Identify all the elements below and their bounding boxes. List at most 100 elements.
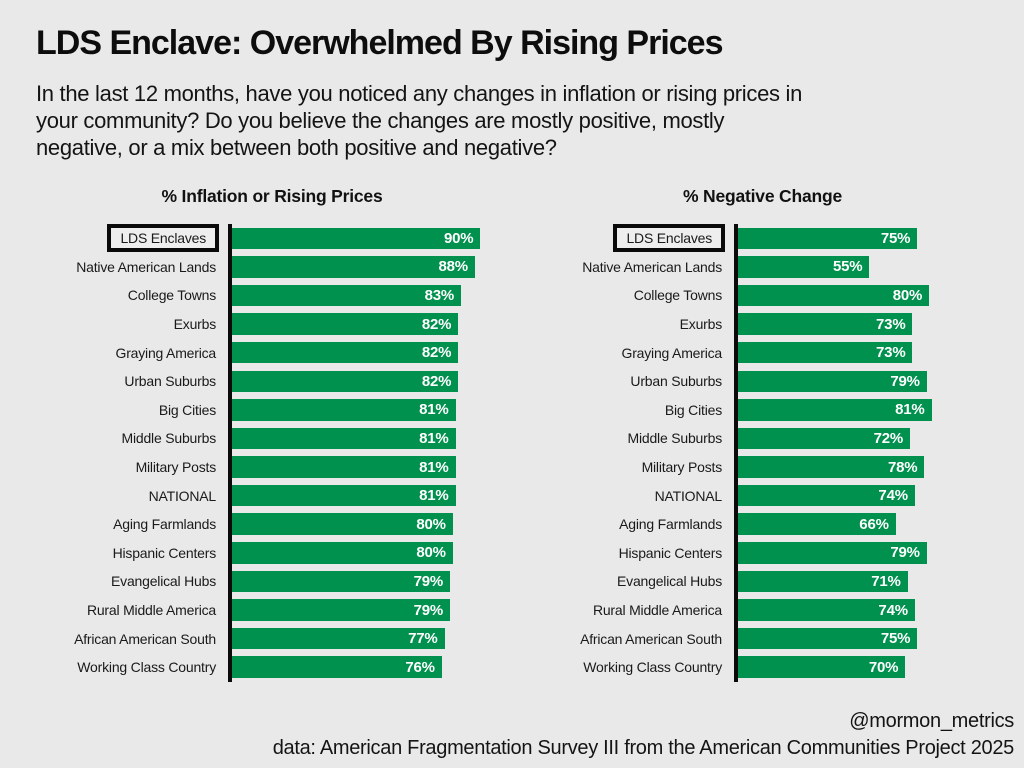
bar: 81%	[232, 399, 456, 421]
bar-value-label: 82%	[421, 372, 452, 390]
bar-row: 78%	[738, 453, 977, 482]
bar-value-label: 82%	[421, 344, 452, 362]
chart-inflation: % Inflation or Rising Prices LDS Enclave…	[36, 186, 508, 682]
bar-row: 81%	[232, 424, 508, 453]
label-row: Exurbs	[548, 310, 734, 339]
category-label: African American South	[74, 630, 216, 647]
bar: 74%	[738, 484, 915, 507]
label-row: Rural Middle America	[548, 596, 734, 625]
label-row: Aging Farmlands	[36, 510, 228, 539]
bar-row: 83%	[232, 281, 508, 310]
bar-row: 79%	[738, 367, 977, 396]
label-row: Graying America	[548, 338, 734, 367]
survey-question-line: negative, or a mix between both positive…	[36, 135, 557, 160]
category-label: Middle Suburbs	[627, 430, 723, 447]
label-row: Military Posts	[548, 453, 734, 482]
label-row: Middle Suburbs	[36, 424, 228, 453]
bar: 81%	[232, 456, 456, 478]
category-label: Hispanic Centers	[618, 544, 723, 561]
bar-row: 81%	[232, 481, 508, 510]
bar-row: 72%	[738, 424, 977, 453]
category-label: College Towns	[633, 287, 722, 304]
bar-row: 74%	[738, 596, 977, 625]
bar-row: 73%	[738, 338, 977, 367]
bar: 79%	[232, 599, 451, 621]
label-row: Hispanic Centers	[36, 539, 228, 568]
label-row: Urban Suburbs	[548, 367, 734, 396]
bar-row: 71%	[738, 567, 977, 596]
category-label: Urban Suburbs	[124, 373, 216, 390]
bar-row: 82%	[232, 338, 508, 367]
bar-value-label: 88%	[438, 258, 468, 276]
bar: 82%	[232, 341, 459, 364]
category-label: Hispanic Centers	[112, 544, 217, 561]
bar: 80%	[232, 542, 453, 564]
bar-value-label: 79%	[890, 372, 920, 390]
bar-value-label: 81%	[419, 429, 449, 447]
label-row: African American South	[36, 624, 228, 653]
bar-row: 80%	[232, 510, 508, 539]
label-row: Big Cities	[548, 396, 734, 425]
category-label: Rural Middle America	[86, 602, 216, 619]
category-label: NATIONAL	[654, 487, 723, 504]
page-title: LDS Enclave: Overwhelmed By Rising Price…	[36, 24, 724, 62]
category-label: Urban Suburbs	[630, 373, 722, 390]
label-row: Hispanic Centers	[548, 539, 734, 568]
label-row: Evangelical Hubs	[36, 567, 228, 596]
label-row: Big Cities	[36, 396, 228, 425]
bar: 79%	[738, 542, 927, 564]
category-label: Evangelical Hubs	[617, 573, 722, 590]
category-label: Middle Suburbs	[121, 430, 217, 447]
category-labels-column: LDS Enclaves Native American Lands College…	[36, 224, 228, 682]
chart-title-inflation: % Inflation or Rising Prices	[161, 186, 383, 206]
chart-body: LDS Enclaves Native American Lands College…	[36, 224, 508, 682]
label-row: Military Posts	[36, 453, 228, 482]
bar: 70%	[738, 656, 906, 678]
bar: 78%	[738, 456, 925, 478]
bar-value-label: 72%	[873, 429, 904, 447]
bar: 74%	[738, 599, 915, 621]
bar-row: 88%	[232, 253, 508, 282]
category-label: Big Cities	[664, 401, 722, 418]
bar: 80%	[232, 513, 453, 535]
label-row: College Towns	[548, 281, 734, 310]
bar-row: 90%	[232, 224, 508, 253]
bar: 73%	[738, 341, 913, 364]
bar-row: 82%	[232, 310, 508, 339]
bar-value-label: 73%	[876, 344, 906, 362]
bar-row: 80%	[232, 539, 508, 568]
bar-value-label: 73%	[876, 315, 906, 333]
bar-row: 76%	[232, 653, 508, 682]
label-row: Native American Lands	[36, 253, 228, 282]
category-label: Graying America	[115, 344, 217, 361]
credit-handle: @mormon_metrics	[849, 710, 1014, 732]
bar-row: 81%	[738, 396, 977, 425]
bar-value-label: 78%	[887, 458, 918, 476]
bar-row: 70%	[738, 653, 977, 682]
bar: 83%	[232, 284, 462, 307]
category-labels-column: LDS Enclaves Native American Lands College…	[548, 224, 734, 682]
label-row: African American South	[548, 624, 734, 653]
category-label: Rural Middle America	[592, 602, 722, 619]
bar-value-label: 66%	[859, 515, 889, 533]
category-label: Evangelical Hubs	[111, 573, 216, 590]
bar-value-label: 90%	[443, 229, 474, 247]
bar: 76%	[232, 656, 442, 678]
bar: 88%	[232, 256, 475, 278]
bar: 81%	[232, 427, 456, 450]
bar-value-label: 77%	[408, 630, 438, 648]
category-label: Exurbs	[679, 316, 723, 333]
label-row: Working Class Country	[548, 653, 734, 682]
label-row: Rural Middle America	[36, 596, 228, 625]
bar-value-label: 82%	[421, 315, 452, 333]
bar-value-label: 79%	[413, 572, 444, 590]
label-row: Exurbs	[36, 310, 228, 339]
category-label-highlighted: LDS Enclaves	[613, 224, 725, 253]
bar: 81%	[232, 484, 456, 507]
category-label: NATIONAL	[148, 487, 217, 504]
category-label: Big Cities	[158, 401, 216, 418]
bar-value-label: 75%	[880, 229, 911, 247]
category-label: Exurbs	[173, 316, 217, 333]
bar-value-label: 83%	[424, 286, 455, 304]
bar: 79%	[738, 370, 927, 393]
